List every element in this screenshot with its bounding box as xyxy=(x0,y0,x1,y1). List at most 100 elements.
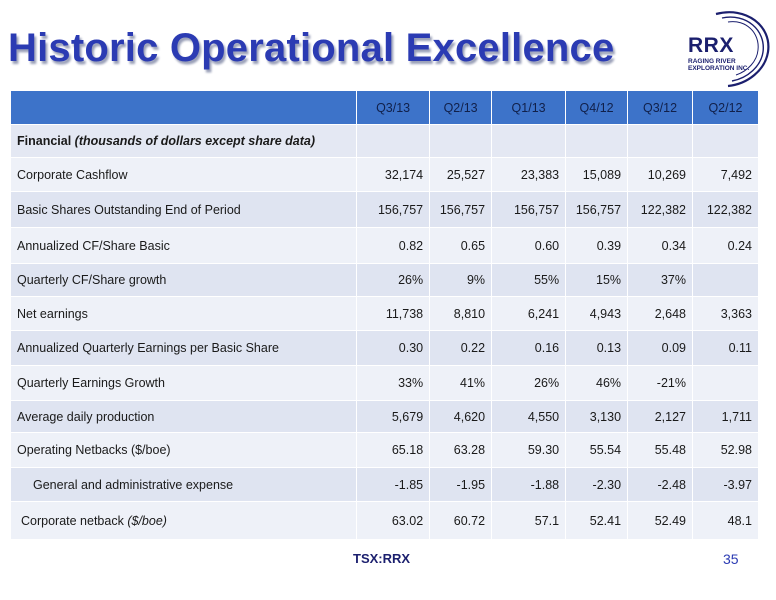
table-cell: 26% xyxy=(356,263,431,297)
table-cell: 0.09 xyxy=(627,330,693,366)
table-row: General and administrative expense -1.85 -… xyxy=(9,467,760,502)
table-cell: 0.16 xyxy=(491,330,567,366)
section-header-cell: Financial (thousands of dollars except s… xyxy=(9,124,358,158)
table-cell: 52.41 xyxy=(565,501,629,540)
table-cell: 25,527 xyxy=(429,157,493,192)
table-cell: 63.02 xyxy=(356,501,431,540)
logo-line-2: EXPLORATION INC. xyxy=(688,65,750,72)
table-cell: 5,679 xyxy=(356,400,431,433)
table-cell xyxy=(691,365,760,401)
row-label-note: ($/boe) xyxy=(127,513,167,528)
table-cell: 15% xyxy=(565,263,629,297)
table-cell: 10,269 xyxy=(627,157,693,192)
table-cell: 2,648 xyxy=(627,296,693,331)
table-cell: 23,383 xyxy=(491,157,567,192)
table-cell: 2,127 xyxy=(627,400,693,433)
company-logo: RRX RAGING RIVER EXPLORATION INC. xyxy=(676,8,772,90)
table-cell: -1.85 xyxy=(356,467,431,502)
footer: TSX:RRX 35 xyxy=(0,551,776,571)
table-cell: 0.82 xyxy=(356,227,431,264)
table-cell: -2.30 xyxy=(565,467,629,502)
row-label: General and administrative expense xyxy=(33,477,234,492)
table-row: Annualized CF/Share Basic 0.82 0.65 0.60 0.3… xyxy=(9,227,760,264)
table-cell: 52.49 xyxy=(627,501,693,540)
row-label-cell: Basic Shares Outstanding End of Period xyxy=(9,191,358,228)
table-cell: 156,757 xyxy=(356,191,431,228)
row-label-cell: Average daily production xyxy=(9,400,358,433)
table-cell: 122,382 xyxy=(691,191,760,228)
page-number: 35 xyxy=(723,551,739,567)
table-cell: 52.98 xyxy=(691,432,760,468)
table-cell: 156,757 xyxy=(429,191,493,228)
row-label-cell: Quarterly CF/Share growth xyxy=(9,263,358,297)
row-label: Average daily production xyxy=(17,409,155,424)
table-cell: 55.54 xyxy=(565,432,629,468)
table-cell: 11,738 xyxy=(356,296,431,331)
row-label-cell: Operating Netbacks ($/boe) xyxy=(9,432,358,468)
row-label-cell: Corporate Cashflow xyxy=(9,157,358,192)
table-cell: -3.97 xyxy=(691,467,760,502)
table-cell: 156,757 xyxy=(491,191,567,228)
page-title: Historic Operational Excellence xyxy=(8,26,615,70)
table-cell: 33% xyxy=(356,365,431,401)
table-cell: 0.13 xyxy=(565,330,629,366)
row-label-cell: Annualized CF/Share Basic xyxy=(9,227,358,264)
row-label: Annualized CF/Share Basic xyxy=(17,238,170,253)
financial-table: Q3/13 Q2/13 Q1/13 Q4/12 Q3/12 Q2/12 Fina… xyxy=(9,90,760,540)
table-cell: 63.28 xyxy=(429,432,493,468)
row-label: Basic Shares Outstanding End of Period xyxy=(17,202,241,217)
header-blank-cell xyxy=(9,90,358,125)
logo-swirl-icon xyxy=(715,11,770,88)
table-cell: -21% xyxy=(627,365,693,401)
column-header: Q4/12 xyxy=(565,90,629,125)
table-cell: -1.88 xyxy=(491,467,567,502)
table-cell: 0.34 xyxy=(627,227,693,264)
table-cell: 6,241 xyxy=(491,296,567,331)
column-header: Q3/13 xyxy=(356,90,431,125)
table-cell: 0.24 xyxy=(691,227,760,264)
table-cell: 4,620 xyxy=(429,400,493,433)
column-header: Q2/12 xyxy=(691,90,760,125)
table-cell: 26% xyxy=(491,365,567,401)
table-cell: 0.22 xyxy=(429,330,493,366)
table-cell xyxy=(691,263,760,297)
table-cell: 59.30 xyxy=(491,432,567,468)
row-label: Quarterly CF/Share growth xyxy=(17,273,167,287)
table-cell: 0.11 xyxy=(691,330,760,366)
row-label: Operating Netbacks ($/boe) xyxy=(17,443,171,457)
table-cell: 37% xyxy=(627,263,693,297)
row-label: Corporate netback xyxy=(21,513,124,528)
table-cell: 60.72 xyxy=(429,501,493,540)
table-cell: 122,382 xyxy=(627,191,693,228)
section-header-row: Financial (thousands of dollars except s… xyxy=(9,124,760,158)
table-cell: 15,089 xyxy=(565,157,629,192)
table-header-row: Q3/13 Q2/13 Q1/13 Q4/12 Q3/12 Q2/12 xyxy=(9,90,760,125)
table-row: Basic Shares Outstanding End of Period 15… xyxy=(9,191,760,228)
row-label-cell: Net earnings xyxy=(9,296,358,331)
row-label: Corporate Cashflow xyxy=(17,167,128,182)
table-cell: 8,810 xyxy=(429,296,493,331)
table-cell: 4,550 xyxy=(491,400,567,433)
row-label-cell: General and administrative expense xyxy=(9,467,358,502)
table-cell: 156,757 xyxy=(565,191,629,228)
table-cell: 65.18 xyxy=(356,432,431,468)
table-cell: 0.65 xyxy=(429,227,493,264)
table-row: Corporate netback ($/boe) 63.02 60.72 57.1 5… xyxy=(9,501,760,540)
table-row: Corporate Cashflow 32,174 25,527 23,383 15,0… xyxy=(9,157,760,192)
table-cell: 3,363 xyxy=(691,296,760,331)
row-label: Quarterly Earnings Growth xyxy=(17,376,165,390)
logo-line-1: RAGING RIVER xyxy=(688,58,736,65)
row-label: Net earnings xyxy=(17,306,88,321)
table-cell: -2.48 xyxy=(627,467,693,502)
row-label: Annualized Quarterly Earnings per Basic … xyxy=(17,341,279,355)
table-row: Operating Netbacks ($/boe) 65.18 63.28 59.3… xyxy=(9,432,760,468)
table-row: Annualized Quarterly Earnings per Basic … xyxy=(9,330,760,366)
table-cell: 57.1 xyxy=(491,501,567,540)
table-cell: 55.48 xyxy=(627,432,693,468)
table-cell: 0.39 xyxy=(565,227,629,264)
section-note: (thousands of dollars except share data) xyxy=(74,134,316,148)
column-header: Q2/13 xyxy=(429,90,493,125)
row-label-cell: Quarterly Earnings Growth xyxy=(9,365,358,401)
table-cell: 0.60 xyxy=(491,227,567,264)
table-row: Quarterly Earnings Growth 33% 41% 26% 46% -21… xyxy=(9,365,760,401)
